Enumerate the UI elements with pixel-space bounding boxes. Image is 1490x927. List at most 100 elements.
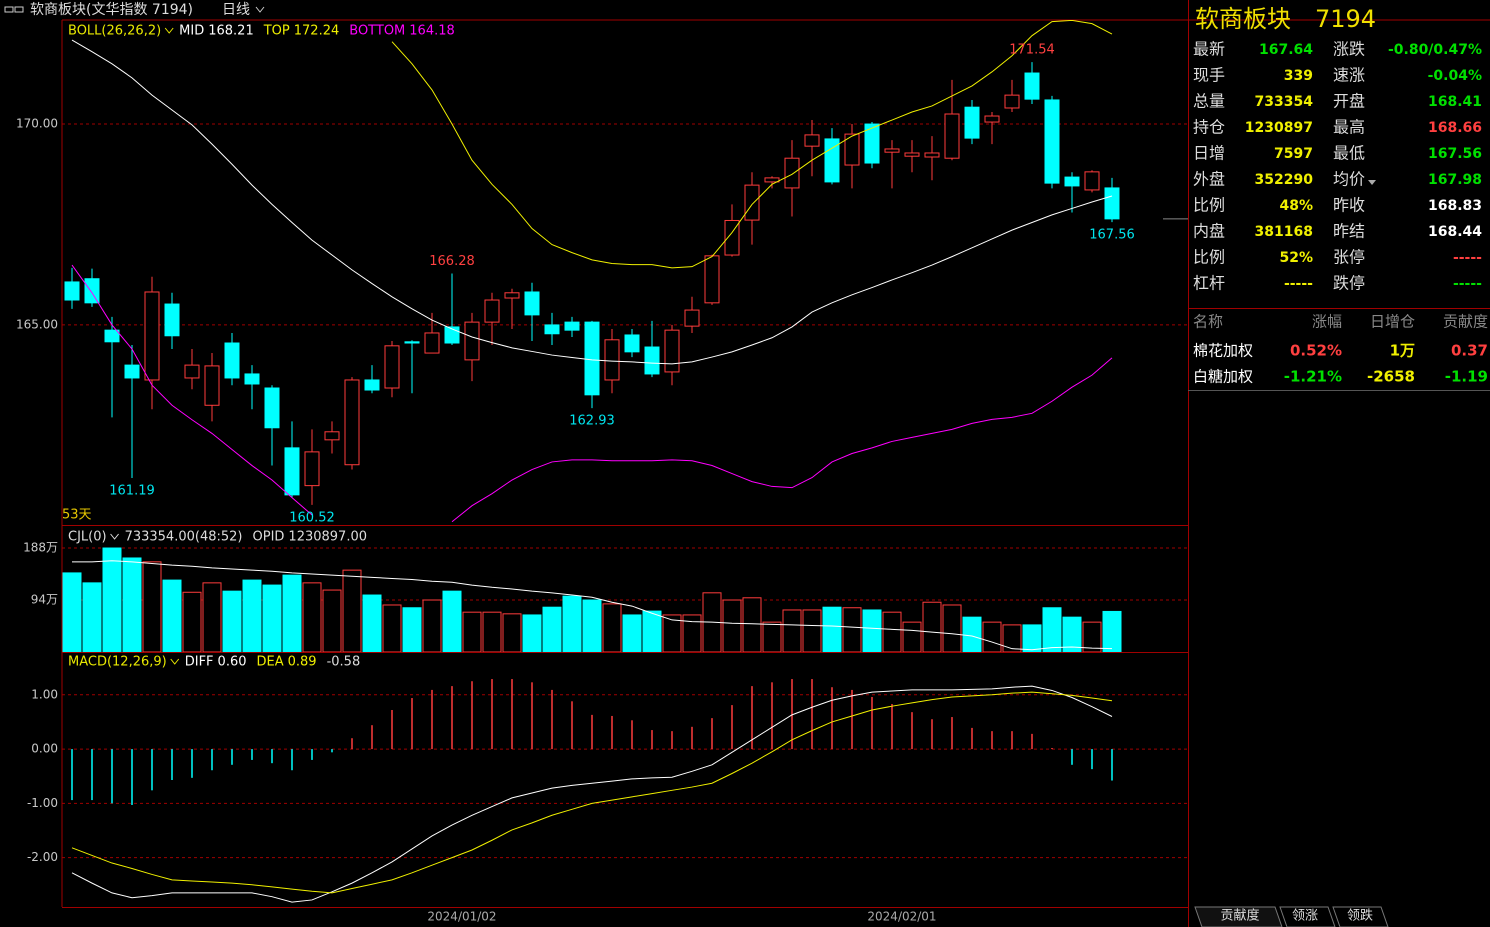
y-tick-label: 1.00: [31, 687, 58, 701]
candle-body: [664, 329, 680, 373]
candle-body: [1104, 187, 1120, 220]
component-cell: -1.19: [1445, 368, 1488, 386]
tab-shape[interactable]: [1279, 906, 1336, 927]
volume-bar: [462, 611, 482, 652]
quote-label: 速涨: [1333, 66, 1365, 85]
low-label: 160.52: [289, 510, 335, 525]
tab-label[interactable]: 贡献度: [1220, 908, 1259, 924]
volume-bar: [942, 604, 962, 652]
volume-bar: [562, 595, 582, 652]
quote-value: 381168: [1255, 224, 1313, 240]
volume-bar: [862, 609, 882, 652]
candle-body: [284, 447, 300, 496]
candle-body: [944, 113, 960, 159]
legend-value: 1230897.00: [288, 530, 367, 545]
candle-body: [1024, 72, 1040, 100]
volume-bar: [102, 547, 122, 652]
period-count: 53天: [62, 508, 92, 523]
volume-bar: [982, 621, 1002, 652]
legend-name: TOP: [263, 24, 290, 39]
quote-value: 1230897: [1245, 120, 1313, 136]
quote-value: 168.66: [1428, 120, 1482, 136]
volume-bar: [922, 601, 942, 652]
volume-bar: [422, 599, 442, 652]
instrument-code: 7194: [1315, 5, 1376, 33]
legend-name: BOTTOM: [349, 24, 405, 39]
tab-label[interactable]: 领跌: [1347, 908, 1373, 924]
column-header: 贡献度: [1443, 313, 1488, 331]
volume-bar: [402, 607, 422, 652]
component-cell: -1.21%: [1284, 368, 1342, 386]
period-selector[interactable]: 日线: [222, 2, 250, 18]
candle-body: [1044, 99, 1060, 184]
candle-body: [884, 148, 900, 153]
period-chevron[interactable]: [255, 6, 265, 13]
open-interest-line: [72, 560, 1113, 651]
quote-label: 张停: [1333, 248, 1365, 267]
tab-shape[interactable]: [1332, 906, 1389, 927]
candle-body: [504, 292, 520, 299]
quote-label: 外盘: [1193, 170, 1225, 189]
candle-body: [524, 291, 540, 316]
candle-body: [804, 134, 820, 147]
volume-bar: [482, 611, 502, 652]
volume-bar: [1042, 607, 1062, 652]
volume-bar: [322, 589, 342, 652]
volume-bar: [762, 621, 782, 652]
candle-body: [204, 365, 220, 406]
candle-body: [544, 324, 560, 335]
volume-bar: [222, 590, 242, 652]
candle-body: [784, 157, 800, 189]
high-label: 166.28: [429, 254, 475, 269]
candle-body: [484, 299, 500, 323]
quote-label: 最低: [1333, 144, 1365, 163]
volume-bar: [522, 614, 542, 652]
candle-body: [144, 291, 160, 381]
icon-part: [4, 6, 14, 13]
quote-value: 352290: [1255, 172, 1314, 188]
quote-label: 最新: [1193, 40, 1225, 59]
legend-value: 172.24: [294, 24, 340, 39]
candle-body: [224, 342, 240, 379]
candle-body: [444, 326, 460, 344]
column-header: 日增仓: [1370, 313, 1415, 331]
component-cell: 棉花加权: [1193, 342, 1253, 360]
volume-readout: 733354.00(48:52): [125, 530, 243, 545]
candle-body: [244, 373, 260, 385]
volume-bar: [882, 611, 902, 652]
quote-label: 总量: [1193, 92, 1225, 111]
volume-bar: [682, 614, 702, 652]
candle-body: [84, 278, 100, 304]
macd-line: [71, 685, 1113, 903]
volume-bar: [82, 582, 102, 652]
column-header: 名称: [1193, 313, 1223, 331]
volume-bar: [142, 561, 162, 652]
quote-value: 168.41: [1428, 94, 1482, 110]
column-header: 涨幅: [1312, 313, 1342, 331]
toolbar-icon: [4, 6, 24, 13]
quote-value: 339: [1284, 68, 1313, 84]
quote-label: 杠杆: [1193, 274, 1225, 293]
tab-shape[interactable]: [1194, 906, 1283, 927]
quote-label: 昨结: [1333, 222, 1365, 241]
candle-body: [1084, 171, 1100, 191]
quote-label: 涨跌: [1333, 40, 1365, 59]
tab-label[interactable]: 领涨: [1292, 909, 1318, 924]
candle-body: [724, 219, 740, 256]
legend-value: -0.58: [327, 655, 361, 670]
volume-bar: [182, 591, 202, 652]
volume-bar: [1062, 616, 1082, 652]
volume-bar: [1022, 624, 1042, 652]
quote-label: 现手: [1193, 66, 1225, 85]
legend-value: 168.21: [208, 24, 254, 39]
y-tick-label: 165.00: [16, 317, 58, 331]
candle-body: [364, 379, 380, 391]
quote-value: -----: [1453, 276, 1482, 292]
quote-value: 167.64: [1259, 42, 1313, 58]
dropdown-chevron: [164, 27, 174, 34]
dropdown-arrow: [1368, 180, 1377, 185]
volume-bar: [962, 616, 982, 652]
volume-bar: [382, 604, 402, 652]
window-title: 软商板块(文华指数 7194): [30, 2, 193, 18]
